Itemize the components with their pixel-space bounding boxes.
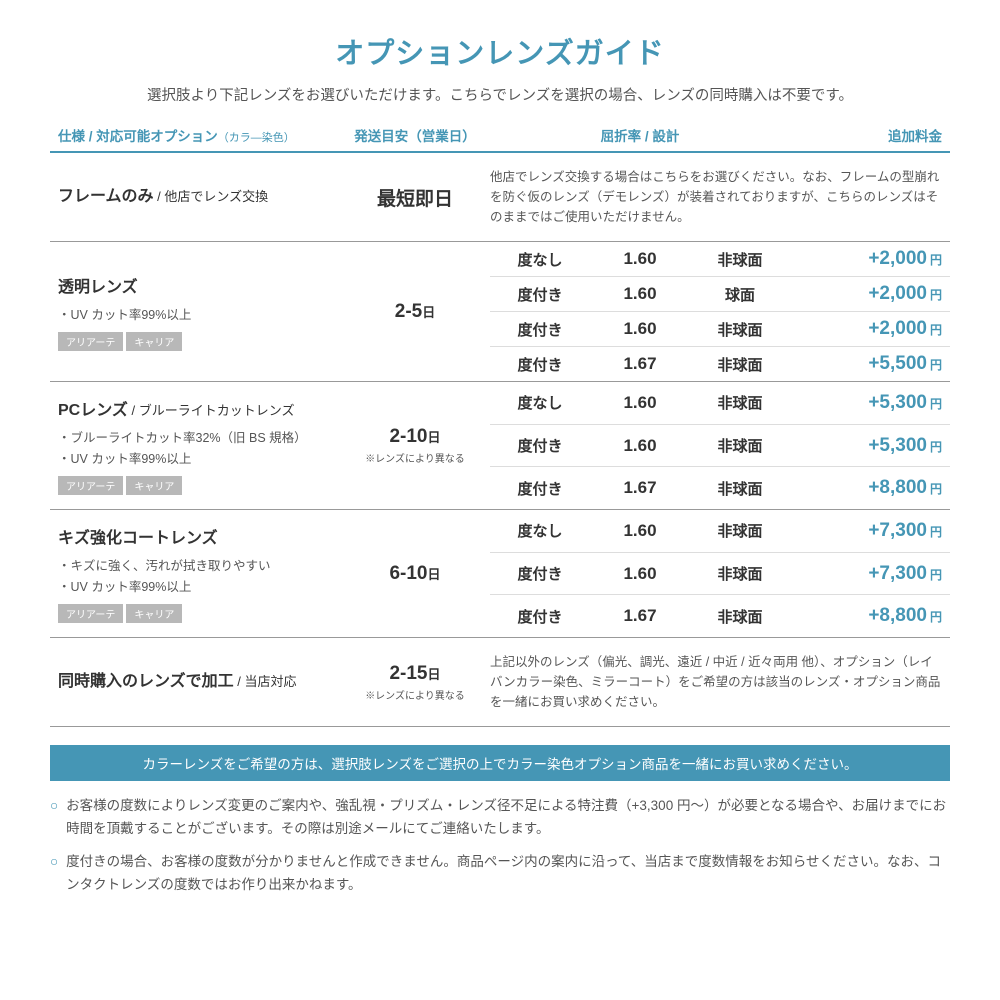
shipping-note: ※レンズにより異なる <box>365 687 465 702</box>
lens-option-row: 度なし1.60非球面+5,300円 <box>490 382 950 424</box>
section-heading: PCレンズ / ブルーライトカットレンズ <box>58 396 336 420</box>
price-cell: +2,000円 <box>790 248 950 270</box>
option-tag: アリアーテ <box>58 476 123 495</box>
lens-option-row: 度なし1.60非球面+7,300円 <box>490 510 950 552</box>
section-heading: 透明レンズ <box>58 273 336 297</box>
index-cell: 1.60 <box>590 393 690 413</box>
shipping-estimate: 最短即日 <box>377 184 453 211</box>
lens-section-other: 同時購入のレンズで加工 / 当店対応 2-15日 ※レンズにより異なる 上記以外のレン… <box>50 638 950 727</box>
section-description: 上記以外のレンズ（偏光、調光、遠近 / 中近 / 近々両用 他）、オプション（レ… <box>490 638 950 726</box>
lens-option-row: 度付き1.67非球面+5,500円 <box>490 346 950 381</box>
price-cell: +7,300円 <box>790 520 950 542</box>
price-cell: +5,500円 <box>790 353 950 375</box>
degree-cell: 度付き <box>490 563 590 584</box>
page-title: オプションレンズガイド <box>50 30 950 72</box>
lens-section-frame: フレームのみ / 他店でレンズ交換 最短即日 他店でレンズ交換する場合はこちらをお選… <box>50 153 950 242</box>
shipping-estimate: 2-10日 <box>389 426 440 448</box>
option-tag: キャリア <box>126 604 182 623</box>
degree-cell: 度付き <box>490 319 590 340</box>
price-cell: +5,300円 <box>790 435 950 457</box>
section-heading: フレームのみ / 他店でレンズ交換 <box>58 182 336 206</box>
shipping-estimate: 2-5日 <box>395 301 435 323</box>
lens-option-row: 度付き1.67非球面+8,800円 <box>490 594 950 637</box>
price-cell: +7,300円 <box>790 563 950 585</box>
shipping-note: ※レンズにより異なる <box>365 450 465 465</box>
lens-section-clear: 透明レンズ・UV カット率99%以上アリアーテキャリア2-5日度なし1.60非球… <box>50 242 950 382</box>
lens-section-pc: PCレンズ / ブルーライトカットレンズ・ブルーライトカット率32%（旧 BS … <box>50 382 950 510</box>
lens-option-row: 度付き1.60非球面+7,300円 <box>490 552 950 595</box>
feature-bullet: ・UV カット率99%以上 <box>58 576 336 595</box>
lens-option-row: 度付き1.60球面+2,000円 <box>490 276 950 311</box>
feature-bullet: ・UV カット率99%以上 <box>58 304 336 323</box>
shipping-estimate: 2-15日 <box>389 663 440 685</box>
design-cell: 非球面 <box>690 354 790 375</box>
index-cell: 1.60 <box>590 284 690 304</box>
page-subtitle: 選択肢より下記レンズをお選びいただけます。こちらでレンズを選択の場合、レンズの同… <box>50 84 950 105</box>
lens-option-row: 度付き1.67非球面+8,800円 <box>490 466 950 509</box>
index-cell: 1.60 <box>590 564 690 584</box>
lens-option-row: 度なし1.60非球面+2,000円 <box>490 242 950 276</box>
design-cell: 非球面 <box>690 319 790 340</box>
footnote-item: ○お客様の度数によりレンズ変更のご案内や、強乱視・プリズム・レンズ径不足による特… <box>50 795 950 841</box>
footnotes: ○お客様の度数によりレンズ変更のご案内や、強乱視・プリズム・レンズ径不足による特… <box>50 795 950 897</box>
section-heading: キズ強化コートレンズ <box>58 524 336 548</box>
price-cell: +8,800円 <box>790 477 950 499</box>
lens-section-scratch: キズ強化コートレンズ・キズに強く、汚れが拭き取りやすい・UV カット率99%以上… <box>50 510 950 638</box>
design-cell: 球面 <box>690 284 790 305</box>
index-cell: 1.60 <box>590 249 690 269</box>
degree-cell: 度付き <box>490 478 590 499</box>
index-cell: 1.60 <box>590 521 690 541</box>
price-cell: +5,300円 <box>790 392 950 414</box>
bullet-icon: ○ <box>50 795 58 841</box>
degree-cell: 度付き <box>490 435 590 456</box>
design-cell: 非球面 <box>690 249 790 270</box>
degree-cell: 度付き <box>490 284 590 305</box>
option-tag: アリアーテ <box>58 332 123 351</box>
section-heading: 同時購入のレンズで加工 / 当店対応 <box>58 667 336 691</box>
design-cell: 非球面 <box>690 563 790 584</box>
index-cell: 1.67 <box>590 478 690 498</box>
index-cell: 1.60 <box>590 319 690 339</box>
index-cell: 1.60 <box>590 436 690 456</box>
footnote-item: ○度付きの場合、お客様の度数が分かりませんと作成できません。商品ページ内の案内に… <box>50 851 950 897</box>
price-cell: +2,000円 <box>790 318 950 340</box>
lens-option-row: 度付き1.60非球面+5,300円 <box>490 424 950 467</box>
feature-bullet: ・ブルーライトカット率32%（旧 BS 規格） <box>58 427 336 446</box>
shipping-estimate: 6-10日 <box>389 563 440 585</box>
index-cell: 1.67 <box>590 606 690 626</box>
degree-cell: 度なし <box>490 392 590 413</box>
feature-bullet: ・UV カット率99%以上 <box>58 448 336 467</box>
design-cell: 非球面 <box>690 606 790 627</box>
design-cell: 非球面 <box>690 392 790 413</box>
feature-bullet: ・キズに強く、汚れが拭き取りやすい <box>58 555 336 574</box>
design-cell: 非球面 <box>690 435 790 456</box>
option-tag: キャリア <box>126 476 182 495</box>
degree-cell: 度なし <box>490 249 590 270</box>
column-headers: 仕様 / 対応可能オプション（カラ―染色） 発送目安（営業日） 屈折率 / 設計… <box>50 119 950 153</box>
lens-option-row: 度付き1.60非球面+2,000円 <box>490 311 950 346</box>
color-lens-banner: カラーレンズをご希望の方は、選択肢レンズをご選択の上でカラー染色オプション商品を… <box>50 745 950 781</box>
option-tag: キャリア <box>126 332 182 351</box>
bullet-icon: ○ <box>50 851 58 897</box>
degree-cell: 度なし <box>490 520 590 541</box>
design-cell: 非球面 <box>690 478 790 499</box>
section-description: 他店でレンズ交換する場合はこちらをお選びください。なお、フレームの型崩れを防ぐ仮… <box>490 153 950 241</box>
option-tag: アリアーテ <box>58 604 123 623</box>
degree-cell: 度付き <box>490 354 590 375</box>
price-cell: +8,800円 <box>790 605 950 627</box>
price-cell: +2,000円 <box>790 283 950 305</box>
degree-cell: 度付き <box>490 606 590 627</box>
design-cell: 非球面 <box>690 520 790 541</box>
index-cell: 1.67 <box>590 354 690 374</box>
